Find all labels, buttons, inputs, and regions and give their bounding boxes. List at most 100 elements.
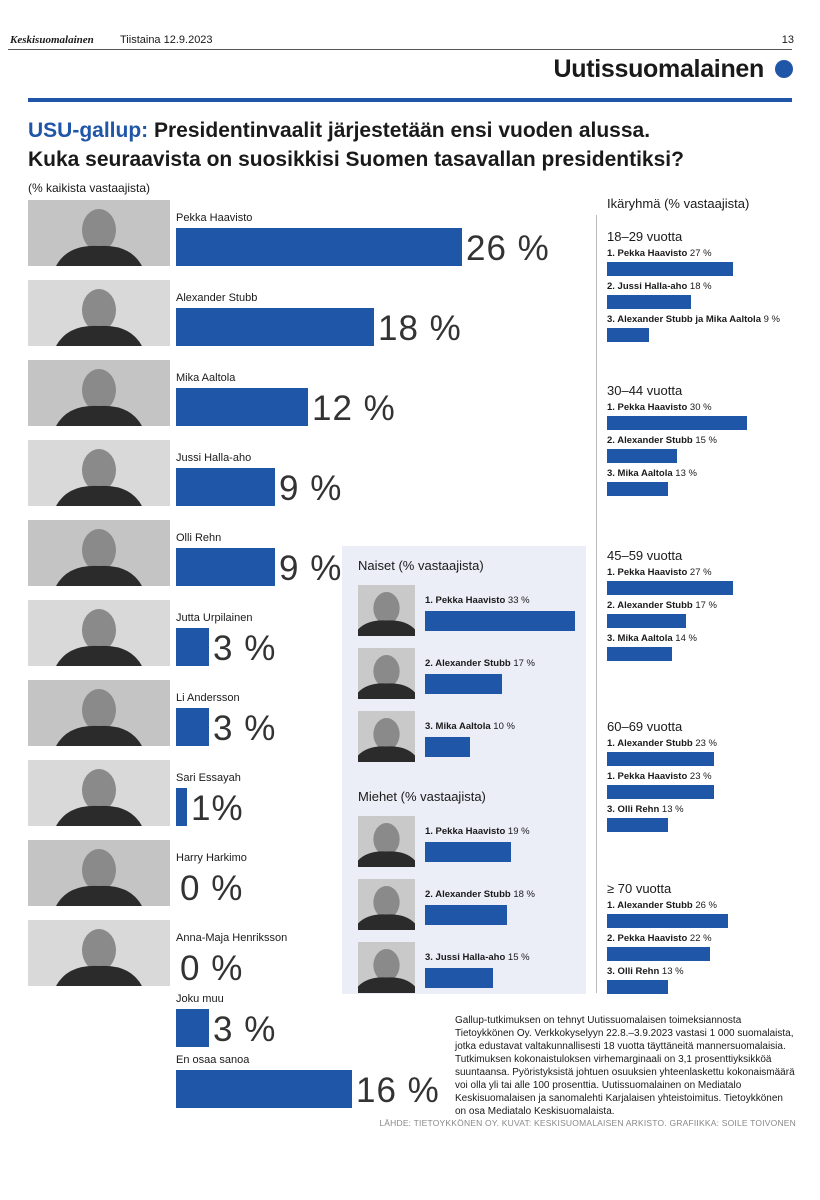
candidate-bar <box>176 228 462 266</box>
age-bar-name: 3. Olli Rehn <box>607 966 660 977</box>
age-bar <box>607 785 715 799</box>
candidate-name: Joku muu <box>176 993 224 1005</box>
age-bar <box>607 295 691 309</box>
age-bar <box>607 752 715 766</box>
age-group-title: 60–69 vuotta <box>607 719 683 734</box>
age-bar-label: 1. Alexander Stubb 26 % <box>607 900 717 911</box>
age-bar-name: 1. Pekka Haavisto <box>607 248 688 259</box>
candidate-photo <box>28 760 170 826</box>
gender-bar-value: 18 % <box>510 889 535 900</box>
age-bar-name: 3. Olli Rehn <box>607 804 660 815</box>
age-bar-label: 1. Pekka Haavisto 27 % <box>607 567 712 578</box>
gender-bar-label: 2. Alexander Stubb 17 % <box>425 658 535 669</box>
age-bar-value: 17 % <box>692 600 717 611</box>
candidate-photo <box>28 840 170 906</box>
age-divider <box>596 215 597 993</box>
age-bar-name: 1. Alexander Stubb <box>607 738 693 749</box>
candidate-name: En osaa sanoa <box>176 1054 250 1066</box>
respondent-favorite-photo <box>358 816 415 867</box>
candidate-name: Anna-Maja Henriksson <box>176 932 288 944</box>
age-bar-value: 13 % <box>659 966 684 977</box>
age-bar-label: 2. Pekka Haavisto 22 % <box>607 933 712 944</box>
candidate-photo <box>28 440 170 506</box>
age-bar-value: 23 % <box>692 738 717 749</box>
age-bar-name: 2. Alexander Stubb <box>607 600 693 611</box>
age-bar-label: 2. Alexander Stubb 17 % <box>607 600 717 611</box>
candidate-bar <box>176 548 275 586</box>
gender-bar-value: 17 % <box>510 658 535 669</box>
respondent-favorite-photo <box>358 585 415 636</box>
title-line2: Kuka seuraavista on suosikkisi Suomen ta… <box>28 148 684 171</box>
age-bar-label: 1. Pekka Haavisto 30 % <box>607 402 712 413</box>
age-bar-label: 3. Alexander Stubb ja Mika Aaltola 9 % <box>607 314 780 325</box>
gender-bar-label: 1. Pekka Haavisto 33 % <box>425 595 530 606</box>
gender-bar <box>425 611 575 631</box>
candidate-photo <box>28 200 170 266</box>
age-bar <box>607 482 668 496</box>
respondent-favorite-photo <box>358 942 415 993</box>
candidate-photo <box>28 520 170 586</box>
respondent-favorite-photo <box>358 648 415 699</box>
age-bar-value: 9 % <box>760 314 780 325</box>
gender-bar-value: 10 % <box>490 721 515 732</box>
age-chart-title: Ikäryhmä (% vastaajista) <box>607 196 750 211</box>
gender-bar-name: 1. Pekka Haavisto <box>425 595 506 606</box>
gender-bar <box>425 737 471 757</box>
page-number: 13 <box>781 34 794 46</box>
age-bar <box>607 581 733 595</box>
gender-bar-name: 2. Alexander Stubb <box>425 889 511 900</box>
section-title: Uutissuomalainen <box>553 55 764 83</box>
candidate-pct-label: 0 % <box>180 869 244 908</box>
gender-bar-label: 3. Mika Aaltola 10 % <box>425 721 515 732</box>
age-bar-name: 2. Alexander Stubb <box>607 435 693 446</box>
candidate-name: Li Andersson <box>176 692 240 704</box>
age-bar <box>607 416 747 430</box>
candidate-bar <box>176 628 209 666</box>
age-bar <box>607 614 687 628</box>
age-group-title: 45–59 vuotta <box>607 548 683 563</box>
section-dot <box>775 60 793 78</box>
candidate-photo <box>28 600 170 666</box>
age-bar <box>607 947 710 961</box>
age-group-title: 30–44 vuotta <box>607 383 683 398</box>
candidate-bar <box>176 788 187 826</box>
candidate-bar <box>176 708 209 746</box>
candidate-photo <box>28 680 170 746</box>
candidate-name: Pekka Haavisto <box>176 212 253 224</box>
candidate-name: Alexander Stubb <box>176 292 258 304</box>
respondent-favorite-photo <box>358 711 415 762</box>
gender-bar-label: 1. Pekka Haavisto 19 % <box>425 826 530 837</box>
candidate-name: Mika Aaltola <box>176 372 236 384</box>
age-group-title: 18–29 vuotta <box>607 229 683 244</box>
age-bar <box>607 449 677 463</box>
age-bar-value: 13 % <box>672 468 697 479</box>
age-bar-label: 1. Alexander Stubb 23 % <box>607 738 717 749</box>
candidate-pct-label: 3 % <box>213 709 277 748</box>
candidate-photo <box>28 280 170 346</box>
source-credit: LÄHDE: TIETOYKKÖNEN OY. KUVAT: KESKISUOM… <box>379 1118 796 1128</box>
candidate-name: Sari Essayah <box>176 772 241 784</box>
age-bar-name: 3. Mika Aaltola <box>607 468 673 479</box>
age-bar <box>607 914 729 928</box>
age-bar-value: 13 % <box>659 804 684 815</box>
age-bar-value: 18 % <box>687 281 712 292</box>
age-bar-name: 3. Alexander Stubb ja Mika Aaltola <box>607 314 761 325</box>
age-bar <box>607 818 668 832</box>
candidate-bar <box>176 468 275 506</box>
age-bar-name: 3. Mika Aaltola <box>607 633 673 644</box>
candidate-pct-label: 3 % <box>213 629 277 668</box>
age-bar <box>607 980 668 994</box>
candidate-name: Jussi Halla-aho <box>176 452 252 464</box>
gender-bar-name: 2. Alexander Stubb <box>425 658 511 669</box>
candidate-name: Jutta Urpilainen <box>176 612 253 624</box>
gender-bar <box>425 842 512 862</box>
gender-bar <box>425 674 503 694</box>
title-rule <box>28 98 792 102</box>
title-line1: Presidentinvaalit järjestetään ensi vuod… <box>154 119 651 142</box>
chart-title: USU-gallup: Presidentinvaalit järjestetä… <box>28 116 808 174</box>
gender-bar-value: 33 % <box>505 595 530 606</box>
candidate-pct-label: 0 % <box>180 949 244 988</box>
age-bar-name: 1. Pekka Haavisto <box>607 567 688 578</box>
age-bar <box>607 328 649 342</box>
gender-bar <box>425 968 494 988</box>
